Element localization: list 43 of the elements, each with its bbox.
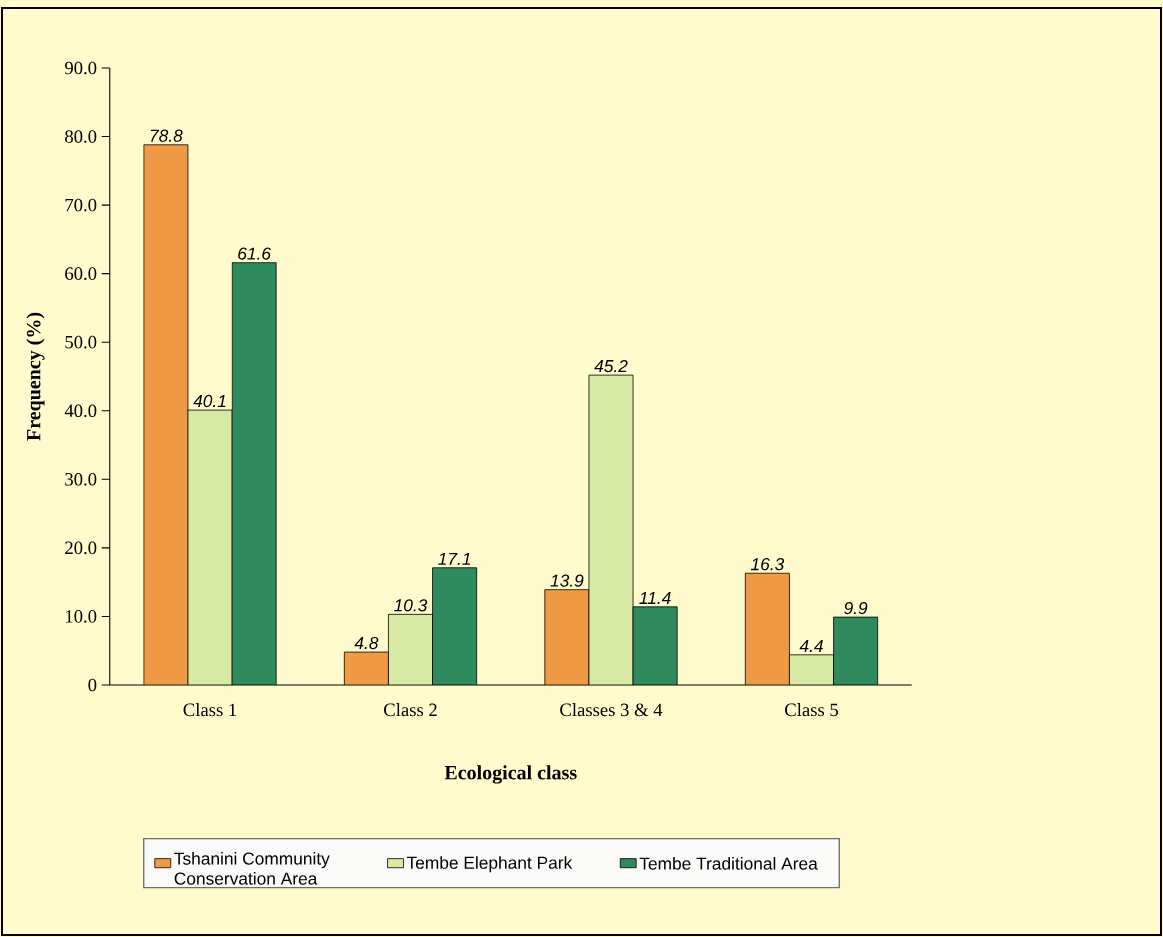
y-tick-label: 40.0 (64, 404, 97, 418)
y-tick-label: 70.0 (65, 198, 97, 212)
bar (432, 567, 477, 685)
bar (789, 654, 834, 685)
data-label: 40.1 (193, 394, 226, 408)
y-tick-label: 50.0 (65, 335, 97, 349)
bar (588, 375, 634, 685)
bar (544, 589, 589, 685)
bar (633, 606, 678, 685)
data-label: 78.8 (150, 129, 183, 142)
data-label: 45.2 (594, 359, 628, 373)
data-label: 4.8 (354, 636, 379, 650)
legend-label: Tshanini Community Conservation Area (174, 851, 330, 885)
y-tick-label: 80.0 (65, 130, 97, 143)
y-tick-label: 0 (88, 678, 97, 692)
data-label: 17.1 (438, 552, 471, 565)
x-tick-label: Class 5 (785, 703, 838, 717)
data-label: 9.9 (844, 601, 868, 615)
bar (388, 614, 433, 685)
bar (744, 572, 790, 685)
data-label: 10.3 (394, 599, 428, 612)
y-tick-label: 10.0 (66, 610, 97, 623)
data-label: 16.3 (750, 558, 785, 571)
legend-label: Tembe Traditional Area (639, 856, 818, 870)
legend-label: Tembe Elephant Park (406, 856, 573, 873)
data-label: 13.9 (550, 574, 584, 587)
x-axis-title: Ecological class (444, 765, 577, 784)
data-label: 11.4 (639, 591, 671, 604)
bar (833, 616, 879, 685)
bar (232, 262, 277, 685)
x-tick-label: Classes 3 & 4 (560, 703, 663, 717)
bar (143, 144, 188, 685)
bar (187, 410, 233, 685)
y-tick-label: 30.0 (65, 472, 97, 486)
x-tick-label: Class 1 (183, 703, 237, 717)
data-label: 4.4 (799, 639, 823, 652)
y-tick-label: 90.0 (64, 61, 97, 75)
x-tick-label: Class 2 (384, 703, 437, 717)
y-tick-label: 60.0 (65, 267, 97, 280)
data-label: 61.6 (238, 247, 271, 260)
bar (344, 652, 389, 685)
y-axis-title: Frequency (%) (26, 312, 45, 441)
y-tick-label: 20.0 (65, 541, 97, 555)
